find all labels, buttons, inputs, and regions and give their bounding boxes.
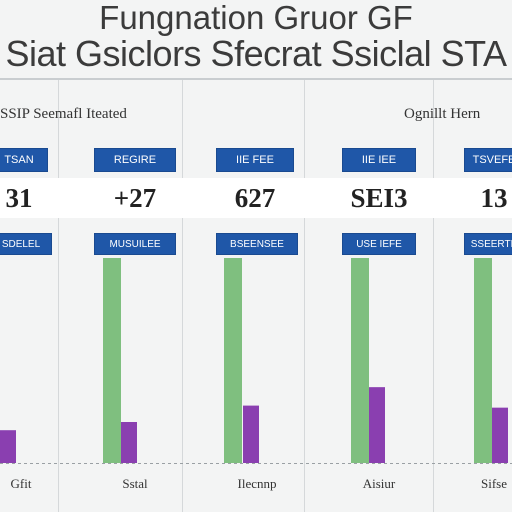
column-header: TSVEFE	[464, 148, 512, 172]
column-header: IIE IEE	[342, 148, 416, 172]
x-tick-label: Sstal	[122, 476, 148, 491]
column-value: 627	[234, 182, 276, 213]
value-band	[0, 178, 512, 218]
column-header: TSAN	[0, 148, 48, 172]
column-separator	[182, 80, 183, 512]
x-tick-label: Gfit	[10, 476, 32, 491]
bar-purple-4	[492, 407, 508, 463]
title-divider	[0, 78, 512, 80]
column-subheader: SSEERTE	[464, 233, 512, 255]
column-header: REGIRE	[94, 148, 176, 172]
column-subheader: SDELEL	[0, 233, 52, 255]
bar-purple-1	[121, 422, 137, 463]
bar-green-3	[351, 258, 369, 463]
column-value: 31	[5, 182, 33, 213]
column-subheader: USE IEFE	[342, 233, 416, 255]
bar-purple-2	[243, 405, 259, 463]
bar-green-2	[224, 258, 242, 463]
column-value: +27	[113, 182, 157, 213]
column-header: IIE FEE	[216, 148, 294, 172]
title-line-2: Siat Gsiclors Sfecrat Ssiclal STA	[5, 33, 507, 74]
column-separator	[58, 80, 59, 512]
x-tick-label: Aisiur	[362, 476, 396, 491]
x-tick-label: Ilecnnp	[237, 476, 277, 491]
title-line-1: Fungnation Gruor GF	[99, 0, 413, 36]
bar-green-4	[474, 258, 492, 463]
column-separator	[433, 80, 434, 512]
column-subheader: MUSUILEE	[94, 233, 176, 255]
bar-chart	[0, 258, 512, 464]
column-value: SEI3	[350, 182, 408, 213]
section-label-right: Ognillt Hern	[404, 106, 481, 122]
column-value: 13	[480, 182, 508, 213]
bar-purple-0	[0, 430, 16, 463]
bar-purple-3	[369, 387, 385, 463]
x-tick-label: Sifse	[481, 476, 507, 491]
column-subheader: BSEENSEE	[216, 233, 298, 255]
bar-green-1	[103, 258, 121, 463]
section-label-left: SSIP Seemafl Iteated	[0, 106, 127, 122]
column-separator	[304, 80, 305, 512]
